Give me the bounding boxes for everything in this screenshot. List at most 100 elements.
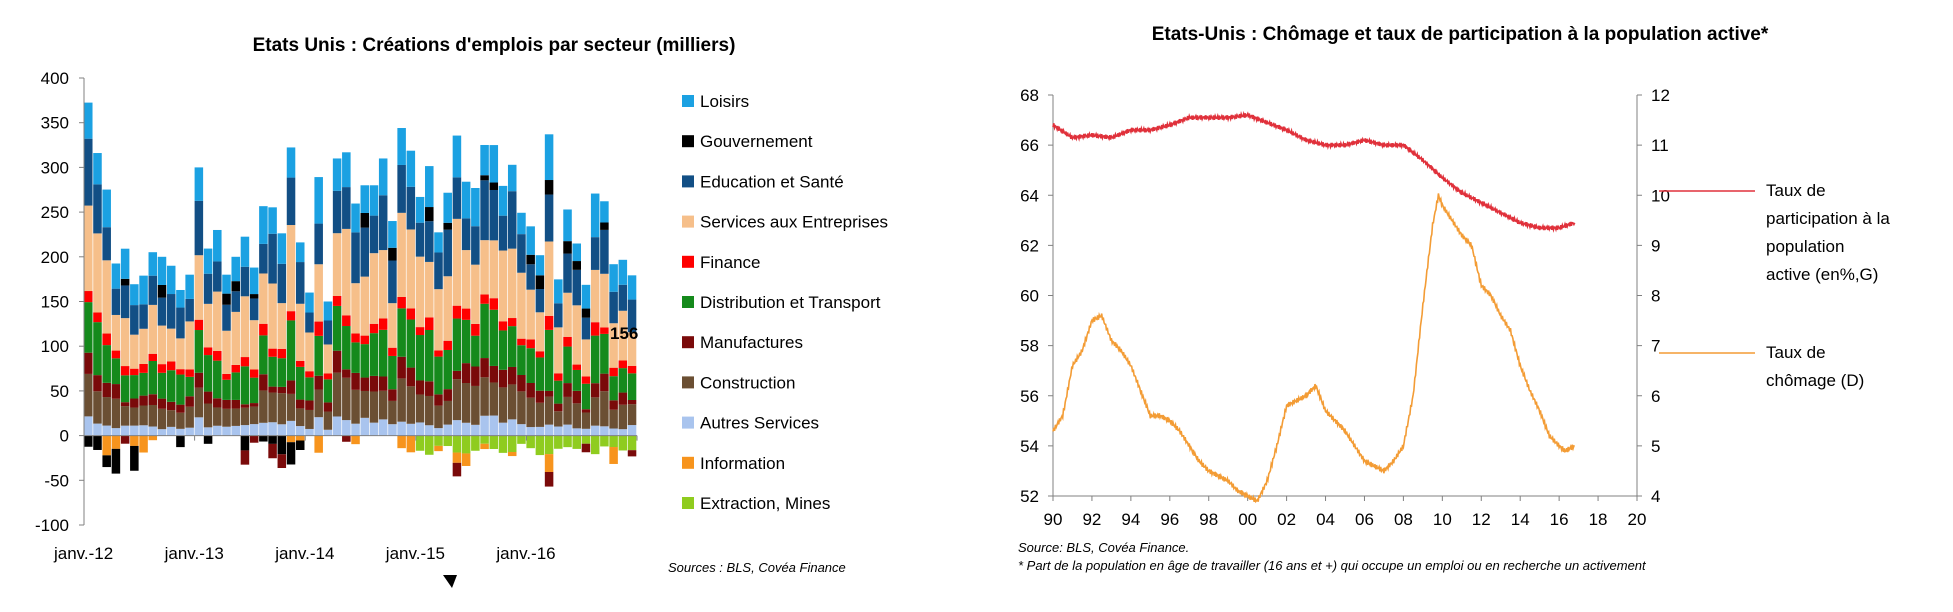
bar-segment (471, 366, 480, 386)
bar-segment (526, 254, 535, 265)
bar-segment (627, 404, 637, 426)
right-chart-title: Etats-Unis : Chômage et taux de particip… (1152, 24, 1769, 45)
bar-segment (277, 386, 287, 394)
bar-segment (305, 428, 314, 436)
bar-segment (517, 272, 526, 339)
bar-segment (397, 212, 406, 297)
right-y-tick-label: 10 (1651, 186, 1670, 205)
bar-segment (139, 395, 148, 406)
right-y-tick-label: 11 (1651, 136, 1669, 155)
bar-segment (222, 426, 231, 436)
bar-segment (286, 311, 296, 321)
bar-segment (295, 440, 305, 450)
bar-segment (507, 326, 517, 367)
bar-segment (471, 424, 480, 436)
bar-segment (111, 428, 121, 436)
bar-segment (600, 273, 609, 328)
bar-segment (554, 380, 563, 404)
bar-segment (489, 415, 499, 436)
legend-swatch (682, 95, 694, 107)
bar-segment (166, 361, 176, 371)
bar-segment (130, 445, 139, 471)
bar-segment (498, 215, 508, 251)
bar-segment (517, 345, 526, 375)
bar-segment (102, 189, 111, 228)
bar-segment (222, 408, 231, 427)
bar-segment (111, 314, 121, 351)
bar-segment (157, 429, 167, 436)
bar-segment (286, 435, 296, 443)
bar-segment (572, 403, 581, 429)
bar-segment (434, 252, 443, 290)
x-tick-label: janv.-15 (385, 544, 445, 563)
bar-segment (157, 372, 167, 399)
bar-segment (130, 398, 139, 408)
bar-segment (498, 369, 508, 388)
bar-segment (111, 398, 121, 429)
bar-segment (378, 195, 388, 251)
bar-segment (93, 184, 102, 234)
bar-segment (185, 396, 194, 407)
bar-segment (452, 318, 462, 371)
y-tick-label: 400 (41, 69, 69, 88)
bar-segment (535, 312, 545, 352)
bar-segment (231, 425, 240, 436)
bar-segment (139, 364, 148, 373)
bar-segment (443, 229, 452, 277)
bar-segment (213, 398, 222, 408)
bar-segment (286, 225, 296, 312)
bar-segment (415, 435, 425, 451)
bar-segment (572, 369, 581, 391)
bar-segment (130, 375, 139, 399)
bar-segment (240, 357, 250, 367)
bar-segment (231, 281, 240, 292)
bar-segment (259, 422, 268, 436)
bar-segment (378, 318, 388, 330)
bar-segment (388, 400, 397, 425)
bar-segment (222, 304, 231, 331)
bar-segment (369, 375, 379, 392)
left-y-tick-label: 64 (1020, 186, 1039, 205)
bar-segment (480, 240, 489, 295)
bar-segment (443, 389, 452, 401)
bar-segment (102, 345, 111, 383)
legend-swatch (682, 336, 694, 349)
x-tick-label: 02 (1277, 510, 1296, 529)
bar-segment (148, 252, 158, 276)
bar-segment (480, 175, 489, 181)
bar-segment (406, 367, 416, 387)
bar-segment (461, 435, 471, 454)
bar-segment (240, 407, 250, 426)
legend-label: Taux de (1766, 181, 1826, 200)
bar-segment (369, 422, 379, 436)
bar-segment (332, 158, 342, 191)
bar-segment (342, 377, 351, 421)
legend-swatch (682, 255, 694, 268)
bar-segment (194, 167, 204, 201)
bar-segment (259, 335, 268, 375)
bar-segment (268, 422, 277, 436)
bar-segment (572, 243, 581, 262)
bar-segment (360, 335, 370, 345)
bar-segment (203, 347, 213, 356)
bar-segment (415, 380, 425, 395)
bar-segment (277, 233, 287, 264)
series-line (1052, 193, 1575, 504)
bar-segment (517, 234, 526, 273)
bar-segment (240, 366, 250, 405)
bar-segment (544, 329, 554, 391)
bar-segment (415, 196, 425, 223)
bar-segment (526, 348, 535, 383)
bar-segment (295, 399, 305, 409)
bar-segment (388, 424, 397, 436)
bar-segment (84, 373, 93, 417)
legend-label: Finance (700, 253, 760, 272)
bar-segment (166, 370, 176, 402)
bar-segment (471, 435, 480, 451)
bar-segment (526, 264, 535, 290)
bar-segment (120, 366, 130, 376)
bar-segment (305, 292, 314, 313)
bar-segment (406, 229, 416, 309)
bar-segment (489, 382, 499, 416)
